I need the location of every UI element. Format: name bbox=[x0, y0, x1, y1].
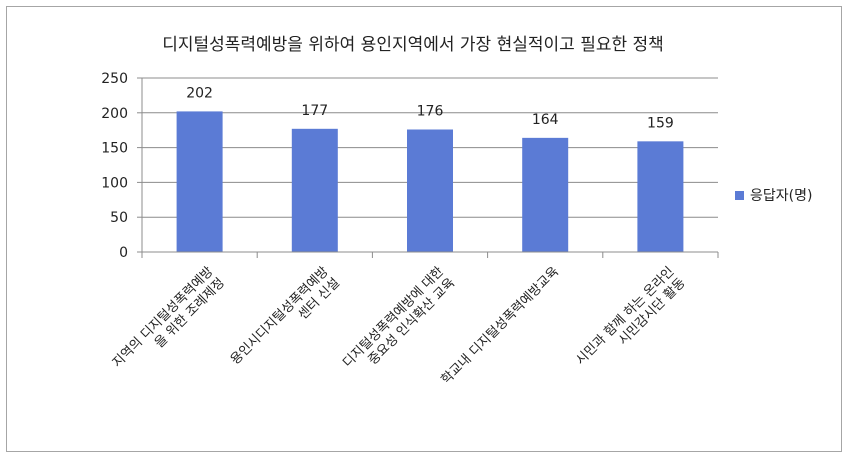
data-label: 176 bbox=[417, 104, 444, 120]
x-category-line: 지역의 디지털성폭력예방 bbox=[110, 264, 217, 371]
bar bbox=[522, 137, 569, 252]
y-tick-label: 0 bbox=[119, 245, 128, 261]
axes bbox=[141, 78, 719, 258]
data-label: 202 bbox=[186, 85, 213, 101]
y-tick-label: 200 bbox=[101, 106, 128, 122]
y-tick-label: 100 bbox=[101, 175, 128, 191]
bar bbox=[176, 111, 223, 253]
bar bbox=[291, 128, 338, 252]
bar bbox=[407, 129, 453, 252]
x-category-line: 시민과 함께 하는 온라인 bbox=[573, 264, 677, 368]
data-label: 177 bbox=[301, 103, 328, 119]
x-category-label: 지역의 디지털성폭력예방을 위한 조례제정 bbox=[110, 264, 228, 371]
data-labels: 202 177 176 164 159 bbox=[186, 85, 674, 131]
y-tick-label: 150 bbox=[101, 141, 128, 157]
data-label: 164 bbox=[532, 112, 559, 128]
legend-label: 응답자(명) bbox=[750, 188, 812, 204]
x-category-line: 학교내 디지털성폭력예방교육 bbox=[439, 264, 562, 387]
legend: 응답자(명) bbox=[735, 188, 812, 204]
bars bbox=[176, 111, 684, 253]
x-category-line: 용인시디지털성폭력예방 bbox=[228, 264, 332, 368]
y-axis-ticks: 0 50 100 150 200 250 bbox=[101, 71, 142, 261]
chart-title: 디지털성폭력예방을 위하여 용인지역에서 가장 현실적이고 필요한 정책 bbox=[162, 35, 664, 55]
x-category-line: 디지털성폭력예방에 대한 bbox=[340, 264, 447, 371]
x-category-label: 학교내 디지털성폭력예방교육 bbox=[439, 264, 562, 387]
y-tick-label: 250 bbox=[101, 71, 128, 87]
data-label: 159 bbox=[647, 115, 674, 131]
bar bbox=[637, 141, 684, 252]
y-tick-label: 50 bbox=[110, 210, 128, 226]
legend-swatch bbox=[735, 191, 744, 200]
